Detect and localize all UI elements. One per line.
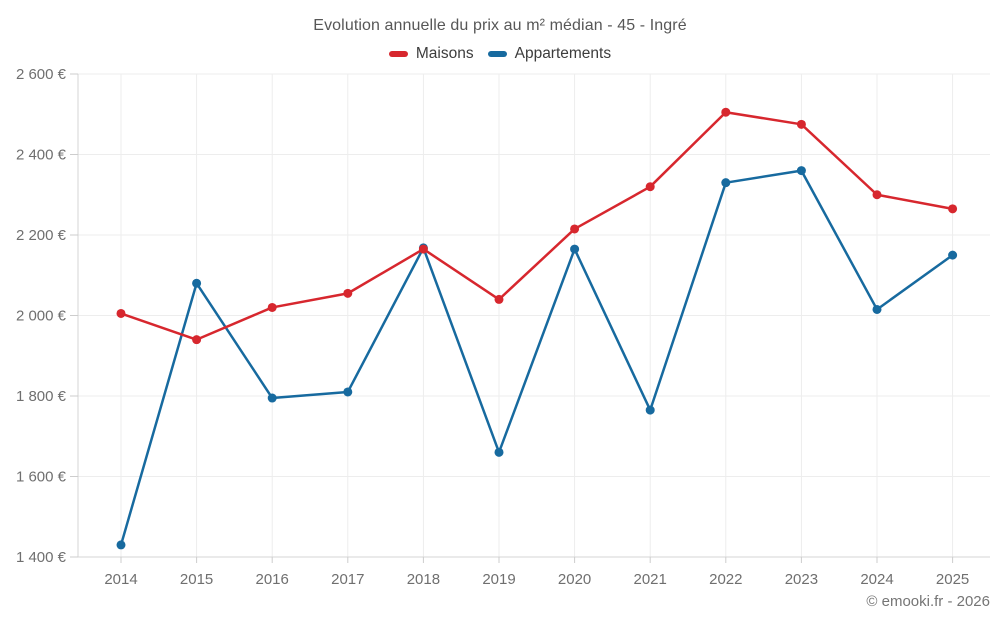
chart-legend: Maisons Appartements (0, 45, 1000, 63)
data-point-appartements-2020[interactable] (570, 244, 580, 254)
data-point-appartements-2014[interactable] (116, 540, 126, 550)
data-point-maisons-2023[interactable] (796, 119, 806, 129)
x-axis-label: 2022 (709, 571, 742, 588)
y-axis-label: 2 400 € (16, 147, 67, 164)
legend-item-appartements[interactable]: Appartements (487, 45, 612, 63)
x-axis-label: 2019 (482, 571, 515, 588)
data-point-maisons-2017[interactable] (343, 288, 353, 298)
data-point-appartements-2025[interactable] (948, 250, 958, 260)
y-axis-label: 1 800 € (16, 388, 67, 405)
data-point-maisons-2016[interactable] (267, 302, 277, 312)
footer-credit: © emooki.fr - 2026 (866, 593, 990, 610)
data-point-maisons-2015[interactable] (192, 335, 202, 345)
x-axis-label: 2015 (180, 571, 213, 588)
y-axis-label: 1 600 € (16, 469, 67, 486)
legend-label-maisons: Maisons (415, 45, 474, 62)
data-point-maisons-2021[interactable] (645, 182, 655, 192)
data-point-appartements-2024[interactable] (872, 304, 882, 314)
data-point-appartements-2019[interactable] (494, 447, 504, 457)
y-axis-label: 2 000 € (16, 308, 67, 325)
x-axis-label: 2020 (558, 571, 591, 588)
data-point-maisons-2024[interactable] (872, 190, 882, 200)
data-point-maisons-2020[interactable] (570, 224, 580, 234)
x-axis-label: 2018 (407, 571, 440, 588)
data-point-maisons-2018[interactable] (418, 244, 428, 254)
x-axis-label: 2024 (860, 571, 893, 588)
maisons-color-swatch-icon (388, 51, 408, 57)
legend-label-appartements: Appartements (514, 45, 612, 62)
data-point-maisons-2019[interactable] (494, 294, 504, 304)
data-point-maisons-2025[interactable] (948, 204, 958, 214)
chart-title: Evolution annuelle du prix au m² médian … (313, 17, 687, 34)
legend-item-maisons[interactable]: Maisons (388, 45, 474, 63)
x-axis-label: 2017 (331, 571, 364, 588)
x-axis-label: 2023 (785, 571, 818, 588)
y-axis-label: 2 200 € (16, 227, 67, 244)
data-point-appartements-2017[interactable] (343, 387, 353, 397)
series-line-appartements (119, 169, 954, 547)
x-axis-label: 2025 (936, 571, 969, 588)
data-point-appartements-2016[interactable] (267, 393, 277, 403)
data-point-appartements-2023[interactable] (796, 166, 806, 176)
x-axis-label: 2021 (634, 571, 667, 588)
y-axis-label: 2 600 € (16, 66, 67, 83)
x-axis-label: 2014 (104, 571, 137, 588)
data-point-maisons-2022[interactable] (721, 107, 731, 117)
data-point-appartements-2015[interactable] (192, 278, 202, 288)
x-axis-label: 2016 (256, 571, 289, 588)
data-point-maisons-2014[interactable] (116, 308, 126, 318)
series-line-maisons (119, 110, 954, 341)
data-point-appartements-2022[interactable] (721, 178, 731, 188)
data-point-appartements-2021[interactable] (645, 405, 655, 415)
y-axis-label: 1 400 € (16, 549, 67, 566)
appartements-color-swatch-icon (487, 51, 507, 57)
